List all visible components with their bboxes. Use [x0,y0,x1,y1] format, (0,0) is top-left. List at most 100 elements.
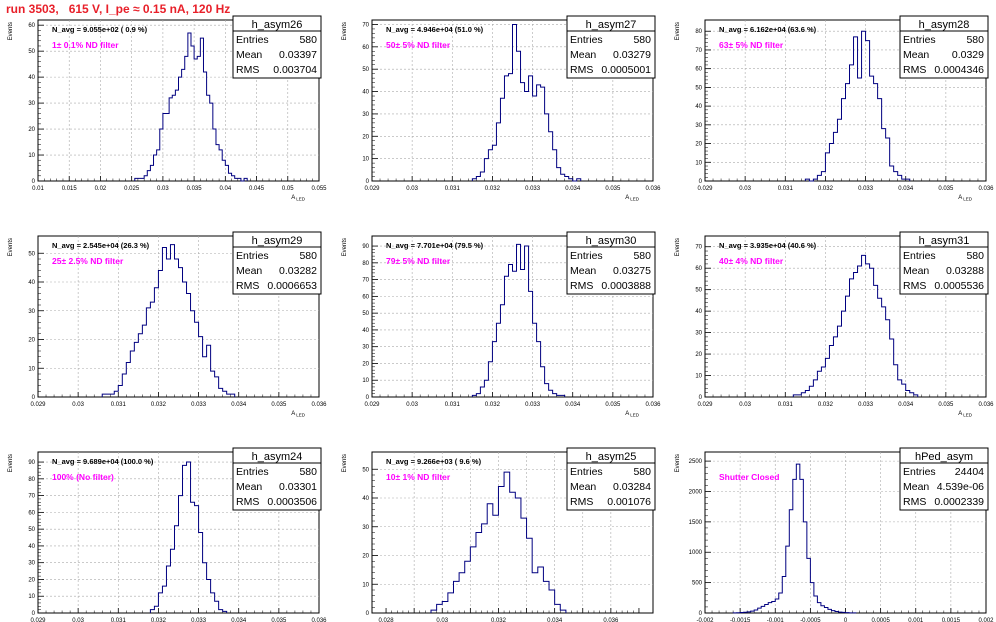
y-tick-label: 20 [695,352,702,358]
stats-label: Entries [903,34,936,46]
stats-label: Entries [570,250,603,262]
stats-label: Mean [903,49,929,61]
x-tick-label: 0.03 [72,618,84,622]
histogram-name: h_asym24 [252,451,303,463]
filter-note: 63± 5% ND filter [719,40,784,50]
stats-value: 0.03279 [613,49,651,61]
stats-box [899,15,989,79]
stats-label: Mean [570,481,596,493]
y-tick-label: 30 [695,331,702,337]
histogram-name: h_asym26 [252,19,303,31]
x-tick-label: 0.032 [151,402,167,408]
stats-box [566,15,656,79]
stats-label: RMS [903,280,926,292]
y-tick-label: 40 [362,90,369,96]
filter-note: 50± 5% ND filter [386,40,451,50]
y-tick-label: 70 [695,48,702,54]
x-tick-label: 0.001 [908,618,924,622]
x-axis-title: ALED [291,195,306,202]
y-tick-label: 30 [695,123,702,129]
y-tick-label: 2500 [689,459,703,465]
y-tick-label: 20 [28,577,35,583]
x-tick-label: 0.033 [525,186,541,192]
x-tick-label: 0.033 [525,402,541,408]
y-tick-label: 0 [366,395,370,401]
x-tick-label: 0.029 [697,402,713,408]
x-tick-label: 0.035 [605,186,621,192]
y-tick-label: 80 [28,477,35,483]
y-axis-title: Events [342,238,348,256]
histogram-name: hPed_asym [915,451,973,463]
stats-value: 580 [966,34,984,46]
y-tick-label: 30 [28,101,35,107]
x-tick-label: 0.029 [697,186,713,192]
y-tick-label: 0 [32,395,36,401]
y-tick-label: 1000 [689,550,703,556]
stats-value: 580 [966,250,984,262]
x-tick-label: 0.034 [898,402,914,408]
stats-label: RMS [570,496,593,508]
x-tick-label: 0.035 [271,618,287,622]
stats-value: 0.03284 [613,481,651,493]
stats-label: Entries [570,466,603,478]
filter-note: 1± 0.1% ND filter [52,40,119,50]
y-tick-label: 10 [28,594,35,600]
x-tick-label: 0.036 [603,618,619,622]
x-tick-label: 0.034 [231,402,247,408]
y-tick-label: 60 [362,294,369,300]
stats-value: 0.0005536 [934,280,984,292]
stats-box [232,15,322,79]
y-axis-title: Events [8,454,14,472]
x-tick-label: 0.032 [491,618,507,622]
y-tick-label: 20 [28,338,35,344]
x-tick-label: 0.033 [858,186,874,192]
stats-box [566,231,656,295]
y-tick-label: 0 [32,611,36,617]
y-tick-label: 50 [362,311,369,317]
x-tick-label: 0.02 [95,186,107,192]
y-tick-label: 20 [695,142,702,148]
y-axis-title: Events [8,22,14,40]
stats-value: 580 [633,250,651,262]
y-tick-label: 10 [28,366,35,372]
y-tick-label: 10 [362,157,369,163]
x-tick-label: 0.032 [485,402,501,408]
x-tick-label: 0.03 [72,402,84,408]
n-avg-label: N_avg = 9.689e+04 (100.0 %) [52,457,154,466]
x-tick-label: 0.033 [858,402,874,408]
y-tick-label: 50 [695,288,702,294]
x-tick-label: -0.002 [696,618,714,622]
x-tick-label: 0.03 [436,618,448,622]
x-tick-label: 0.031 [778,402,794,408]
x-tick-label: 0.033 [191,618,207,622]
x-tick-label: 0.0015 [942,618,961,622]
x-axis-title: ALED [958,411,973,418]
x-tick-label: 0 [844,618,848,622]
stats-label: Mean [903,481,929,493]
y-axis-title: Events [8,238,14,256]
n-avg-label: N_avg = 9.266e+03 ( 9.6 %) [386,457,482,466]
filter-note: 79± 5% ND filter [386,256,451,266]
x-axis-title: ALED [625,195,640,202]
y-tick-label: 40 [695,104,702,110]
y-tick-label: 50 [695,85,702,91]
stats-value: 580 [299,466,317,478]
filter-note: Shutter Closed [719,472,779,482]
y-tick-label: 50 [28,527,35,533]
y-tick-label: 60 [362,45,369,51]
y-axis-title: Events [675,238,681,256]
y-axis-title: Events [675,22,681,40]
x-tick-label: 0.002 [978,618,994,622]
histogram-panel: 0.029 0.03 0.031 0.032 0.033 0.034 0.035 0.036 0… [675,15,994,202]
histogram-name: h_asym30 [586,235,637,247]
n-avg-label: N_avg = 2.545e+04 (26.3 %) [52,241,150,250]
histogram-series [101,244,236,397]
stats-label: Mean [570,49,596,61]
histogram-series [471,243,566,397]
histogram-series [149,461,228,613]
y-tick-label: 30 [28,561,35,567]
y-tick-label: 10 [362,582,369,588]
stats-value: 580 [299,250,317,262]
y-tick-label: 70 [28,494,35,500]
x-tick-label: 0.036 [311,618,327,622]
